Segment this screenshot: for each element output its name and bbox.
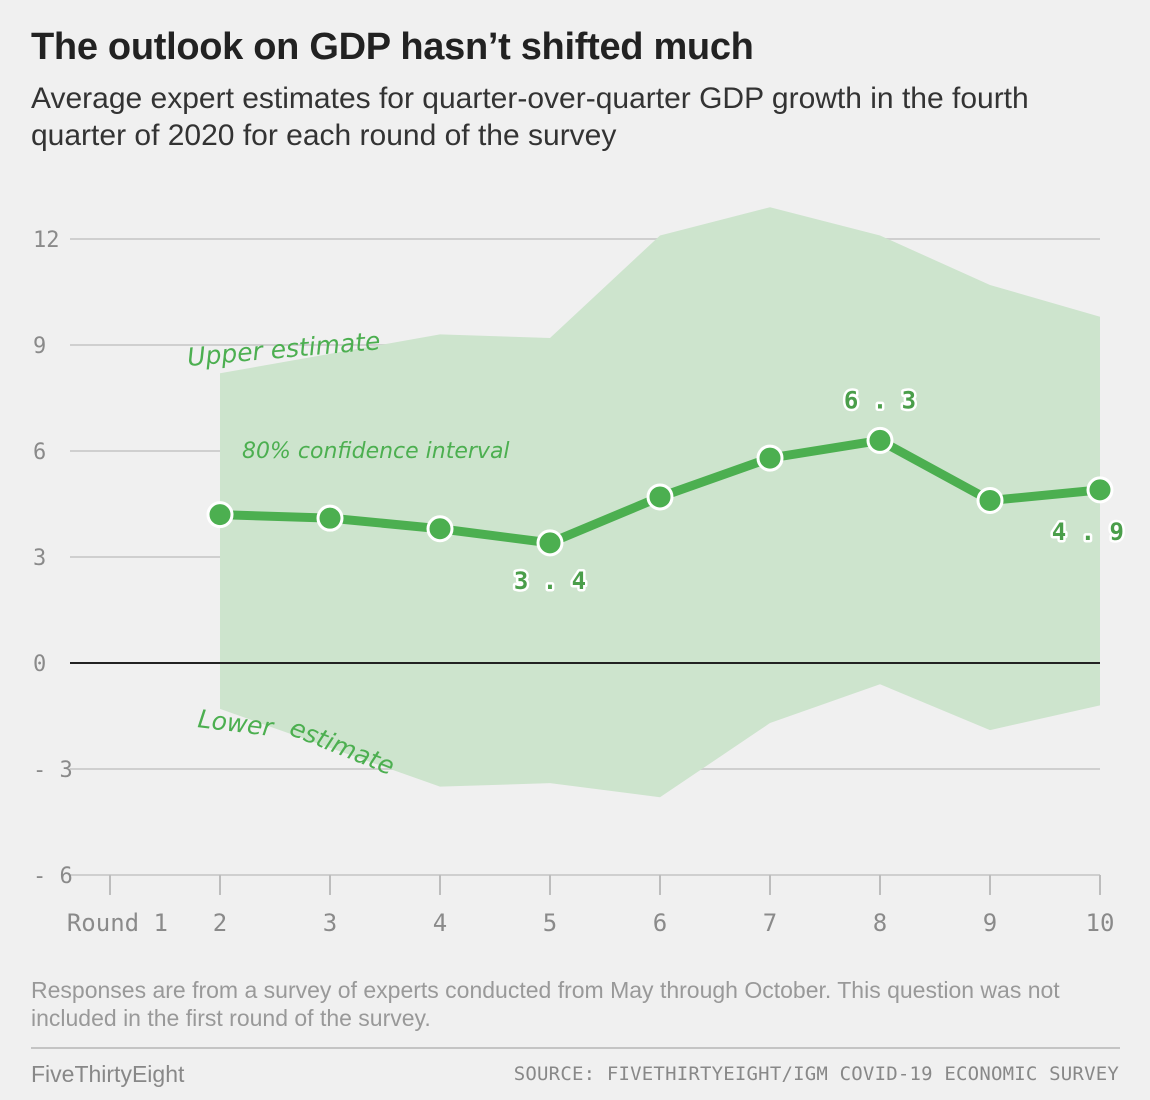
data-point-round-9 [976,486,1004,514]
data-label-round-5: 3 . 4 [514,567,586,595]
x-tick-label: 7 [763,909,777,937]
x-tick-label: Round 1 [67,909,168,937]
y-tick-label: 9 [33,334,46,359]
chart-note: Responses are from a survey of experts c… [31,977,1060,1031]
x-tick-label: 8 [873,909,887,937]
x-tick-label: 10 [1086,909,1115,937]
data-point-round-7 [756,444,784,472]
source-credit: SOURCE: FIVETHIRTYEIGHT/IGM COVID-19 ECO… [513,1063,1119,1085]
data-point-round-3 [316,504,344,532]
x-tick-label: 9 [983,909,997,937]
data-label-round-10: 4 . 9 [1052,518,1124,546]
data-point-round-8 [866,426,894,454]
y-tick-label: 6 [33,440,46,465]
x-tick-label: 6 [653,909,667,937]
data-points [206,426,1114,557]
x-tick-label: 3 [323,909,337,937]
data-point-round-10 [1086,476,1114,504]
chart-title: The outlook on GDP hasn’t shifted much [31,26,754,68]
y-tick-label: - 3 [33,758,73,783]
data-point-round-2 [206,501,234,529]
confidence-interval-label: 80% confidence interval [242,439,510,464]
y-tick-label: 3 [33,546,46,571]
x-tick-label: 2 [213,909,227,937]
brand-name: FiveThirtyEight [31,1061,185,1087]
data-point-round-6 [646,483,674,511]
data-point-round-5 [536,529,564,557]
y-tick-label: - 6 [33,864,73,889]
y-tick-label: 12 [33,228,60,253]
footer-divider [31,1047,1120,1049]
data-labels: 3 . 4 6 . 3 4 . 9 [511,384,1126,597]
chart-subtitle: Average expert estimates for quarter-ove… [31,82,1029,152]
y-tick-label: 0 [33,652,46,677]
y-axis: 12 9 6 3 0 - 3 - 6 [33,228,73,889]
x-tick-label: 4 [433,909,447,937]
gdp-line-chart: 12 9 6 3 0 - 3 - 6 Round 1 2 3 4 5 6 7 8 9 10 80% confi… [33,207,1127,937]
x-axis: Round 1 2 3 4 5 6 7 8 9 10 [67,874,1115,937]
x-tick-label: 5 [543,909,557,937]
data-point-round-4 [426,515,454,543]
data-label-round-8: 6 . 3 [844,386,916,414]
